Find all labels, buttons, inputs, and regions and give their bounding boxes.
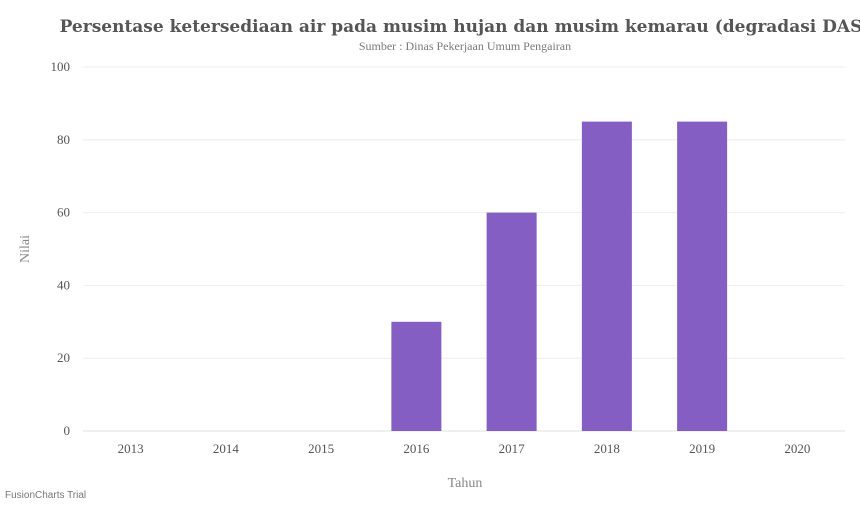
watermark-text: FusionCharts Trial <box>5 490 86 501</box>
bar-2017[interactable] <box>486 212 537 431</box>
chart-title: Persentase ketersediaan air pada musim h… <box>60 17 860 37</box>
x-tick-label: 2020 <box>784 441 810 456</box>
bar-2018[interactable] <box>581 121 632 431</box>
y-tick-label: 100 <box>51 59 71 74</box>
x-axis-title: Tahun <box>448 476 483 491</box>
bar-2019[interactable] <box>677 121 728 431</box>
gridlines <box>83 66 845 432</box>
x-tick-label: 2018 <box>594 441 620 456</box>
bars <box>391 121 728 431</box>
y-tick-label: 40 <box>57 277 70 292</box>
x-axis-ticks: 2013 2014 2015 2016 2017 2018 2019 2020 <box>118 441 811 456</box>
y-tick-label: 80 <box>57 132 70 147</box>
x-tick-label: 2014 <box>213 441 240 456</box>
x-tick-label: 2015 <box>308 441 334 456</box>
x-tick-label: 2017 <box>499 441 526 456</box>
x-tick-label: 2016 <box>403 441 430 456</box>
y-tick-label: 60 <box>57 205 70 220</box>
y-tick-label: 20 <box>57 350 70 365</box>
x-tick-label: 2013 <box>118 441 144 456</box>
y-axis-title: Nilai <box>18 235 33 263</box>
y-axis-ticks: 0 20 40 60 80 100 <box>51 59 71 438</box>
chart-subtitle: Sumber : Dinas Pekerjaan Umum Pengairan <box>359 39 571 53</box>
x-tick-label: 2019 <box>689 441 715 456</box>
bar-2016[interactable] <box>391 321 442 431</box>
y-tick-label: 0 <box>64 423 71 438</box>
